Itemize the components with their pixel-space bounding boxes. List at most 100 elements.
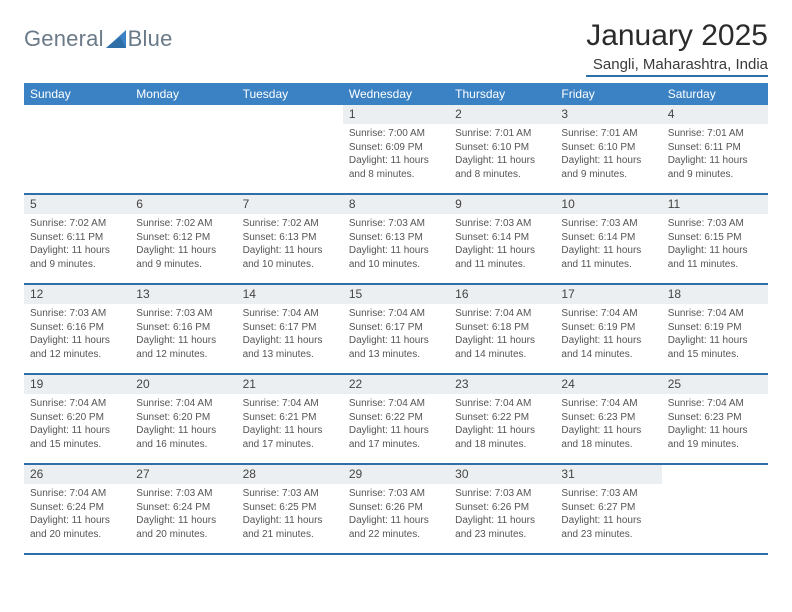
day-body: Sunrise: 7:04 AMSunset: 6:20 PMDaylight:… bbox=[130, 394, 236, 455]
day-number: 28 bbox=[237, 465, 343, 485]
sunset-line: Sunset: 6:24 PM bbox=[136, 501, 230, 515]
day-body bbox=[662, 484, 768, 491]
sunset-line: Sunset: 6:23 PM bbox=[561, 411, 655, 425]
sunset-line: Sunset: 6:24 PM bbox=[30, 501, 124, 515]
sunset-line: Sunset: 6:10 PM bbox=[561, 141, 655, 155]
week-row: ...1Sunrise: 7:00 AMSunset: 6:09 PMDayli… bbox=[24, 105, 768, 195]
week-row: 19Sunrise: 7:04 AMSunset: 6:20 PMDayligh… bbox=[24, 375, 768, 465]
day-number: 20 bbox=[130, 375, 236, 395]
day-cell: . bbox=[24, 105, 130, 193]
day-body: Sunrise: 7:04 AMSunset: 6:22 PMDaylight:… bbox=[449, 394, 555, 455]
day-cell: 24Sunrise: 7:04 AMSunset: 6:23 PMDayligh… bbox=[555, 375, 661, 463]
day-cell: 15Sunrise: 7:04 AMSunset: 6:17 PMDayligh… bbox=[343, 285, 449, 373]
sunset-line: Sunset: 6:20 PM bbox=[136, 411, 230, 425]
sunset-line: Sunset: 6:18 PM bbox=[455, 321, 549, 335]
day-cell: 8Sunrise: 7:03 AMSunset: 6:13 PMDaylight… bbox=[343, 195, 449, 283]
sunset-line: Sunset: 6:17 PM bbox=[243, 321, 337, 335]
day-cell: 17Sunrise: 7:04 AMSunset: 6:19 PMDayligh… bbox=[555, 285, 661, 373]
brand-name: General bbox=[24, 26, 104, 52]
day-cell: 7Sunrise: 7:02 AMSunset: 6:13 PMDaylight… bbox=[237, 195, 343, 283]
sunrise-line: Sunrise: 7:04 AM bbox=[561, 397, 655, 411]
day-body: Sunrise: 7:04 AMSunset: 6:21 PMDaylight:… bbox=[237, 394, 343, 455]
day-cell: 10Sunrise: 7:03 AMSunset: 6:14 PMDayligh… bbox=[555, 195, 661, 283]
sunrise-line: Sunrise: 7:04 AM bbox=[349, 307, 443, 321]
daylight-line: Daylight: 11 hours and 19 minutes. bbox=[668, 424, 762, 451]
sunset-line: Sunset: 6:14 PM bbox=[455, 231, 549, 245]
day-cell: 11Sunrise: 7:03 AMSunset: 6:15 PMDayligh… bbox=[662, 195, 768, 283]
day-body: Sunrise: 7:03 AMSunset: 6:13 PMDaylight:… bbox=[343, 214, 449, 275]
day-number: 30 bbox=[449, 465, 555, 485]
sail-icon bbox=[106, 30, 126, 48]
day-cell: 9Sunrise: 7:03 AMSunset: 6:14 PMDaylight… bbox=[449, 195, 555, 283]
sunrise-line: Sunrise: 7:03 AM bbox=[243, 487, 337, 501]
sunrise-line: Sunrise: 7:03 AM bbox=[455, 217, 549, 231]
daylight-line: Daylight: 11 hours and 10 minutes. bbox=[349, 244, 443, 271]
sunset-line: Sunset: 6:13 PM bbox=[243, 231, 337, 245]
dow-cell: Friday bbox=[555, 83, 661, 105]
sunset-line: Sunset: 6:26 PM bbox=[349, 501, 443, 515]
day-cell: 14Sunrise: 7:04 AMSunset: 6:17 PMDayligh… bbox=[237, 285, 343, 373]
day-body: Sunrise: 7:04 AMSunset: 6:24 PMDaylight:… bbox=[24, 484, 130, 545]
day-body: Sunrise: 7:04 AMSunset: 6:20 PMDaylight:… bbox=[24, 394, 130, 455]
day-number: 15 bbox=[343, 285, 449, 305]
day-cell: 4Sunrise: 7:01 AMSunset: 6:11 PMDaylight… bbox=[662, 105, 768, 193]
day-cell: 1Sunrise: 7:00 AMSunset: 6:09 PMDaylight… bbox=[343, 105, 449, 193]
day-cell: 2Sunrise: 7:01 AMSunset: 6:10 PMDaylight… bbox=[449, 105, 555, 193]
sunrise-line: Sunrise: 7:04 AM bbox=[455, 307, 549, 321]
sunrise-line: Sunrise: 7:04 AM bbox=[455, 397, 549, 411]
daylight-line: Daylight: 11 hours and 9 minutes. bbox=[668, 154, 762, 181]
day-cell: 19Sunrise: 7:04 AMSunset: 6:20 PMDayligh… bbox=[24, 375, 130, 463]
day-cell: 30Sunrise: 7:03 AMSunset: 6:26 PMDayligh… bbox=[449, 465, 555, 553]
day-number: 3 bbox=[555, 105, 661, 125]
daylight-line: Daylight: 11 hours and 20 minutes. bbox=[30, 514, 124, 541]
sunset-line: Sunset: 6:25 PM bbox=[243, 501, 337, 515]
daylight-line: Daylight: 11 hours and 11 minutes. bbox=[561, 244, 655, 271]
daylight-line: Daylight: 11 hours and 20 minutes. bbox=[136, 514, 230, 541]
day-body: Sunrise: 7:02 AMSunset: 6:12 PMDaylight:… bbox=[130, 214, 236, 275]
day-body: Sunrise: 7:04 AMSunset: 6:18 PMDaylight:… bbox=[449, 304, 555, 365]
daylight-line: Daylight: 11 hours and 23 minutes. bbox=[561, 514, 655, 541]
day-number: 1 bbox=[343, 105, 449, 125]
sunrise-line: Sunrise: 7:04 AM bbox=[349, 397, 443, 411]
location-line: Sangli, Maharashtra, India bbox=[586, 56, 768, 77]
sunset-line: Sunset: 6:15 PM bbox=[668, 231, 762, 245]
dow-header-row: SundayMondayTuesdayWednesdayThursdayFrid… bbox=[24, 83, 768, 105]
day-number: 19 bbox=[24, 375, 130, 395]
dow-cell: Wednesday bbox=[343, 83, 449, 105]
daylight-line: Daylight: 11 hours and 12 minutes. bbox=[30, 334, 124, 361]
day-number: 11 bbox=[662, 195, 768, 215]
day-cell: 27Sunrise: 7:03 AMSunset: 6:24 PMDayligh… bbox=[130, 465, 236, 553]
calendar-page: General Blue January 2025 Sangli, Mahara… bbox=[0, 0, 792, 612]
day-number: 22 bbox=[343, 375, 449, 395]
day-number: 31 bbox=[555, 465, 661, 485]
day-cell: 12Sunrise: 7:03 AMSunset: 6:16 PMDayligh… bbox=[24, 285, 130, 373]
day-body: Sunrise: 7:03 AMSunset: 6:26 PMDaylight:… bbox=[343, 484, 449, 545]
sunset-line: Sunset: 6:19 PM bbox=[561, 321, 655, 335]
daylight-line: Daylight: 11 hours and 13 minutes. bbox=[243, 334, 337, 361]
sunset-line: Sunset: 6:11 PM bbox=[30, 231, 124, 245]
sunset-line: Sunset: 6:09 PM bbox=[349, 141, 443, 155]
sunrise-line: Sunrise: 7:02 AM bbox=[136, 217, 230, 231]
sunrise-line: Sunrise: 7:04 AM bbox=[30, 397, 124, 411]
sunrise-line: Sunrise: 7:01 AM bbox=[455, 127, 549, 141]
daylight-line: Daylight: 11 hours and 12 minutes. bbox=[136, 334, 230, 361]
sunset-line: Sunset: 6:27 PM bbox=[561, 501, 655, 515]
sunrise-line: Sunrise: 7:04 AM bbox=[243, 307, 337, 321]
sunrise-line: Sunrise: 7:02 AM bbox=[243, 217, 337, 231]
daylight-line: Daylight: 11 hours and 11 minutes. bbox=[455, 244, 549, 271]
sunrise-line: Sunrise: 7:03 AM bbox=[561, 487, 655, 501]
sunset-line: Sunset: 6:11 PM bbox=[668, 141, 762, 155]
daylight-line: Daylight: 11 hours and 8 minutes. bbox=[349, 154, 443, 181]
day-body: Sunrise: 7:04 AMSunset: 6:23 PMDaylight:… bbox=[662, 394, 768, 455]
daylight-line: Daylight: 11 hours and 15 minutes. bbox=[668, 334, 762, 361]
sunrise-line: Sunrise: 7:02 AM bbox=[30, 217, 124, 231]
daylight-line: Daylight: 11 hours and 15 minutes. bbox=[30, 424, 124, 451]
sunset-line: Sunset: 6:22 PM bbox=[349, 411, 443, 425]
sunrise-line: Sunrise: 7:03 AM bbox=[455, 487, 549, 501]
daylight-line: Daylight: 11 hours and 17 minutes. bbox=[349, 424, 443, 451]
sunset-line: Sunset: 6:21 PM bbox=[243, 411, 337, 425]
day-cell: . bbox=[237, 105, 343, 193]
day-cell: 18Sunrise: 7:04 AMSunset: 6:19 PMDayligh… bbox=[662, 285, 768, 373]
day-number: 13 bbox=[130, 285, 236, 305]
sunset-line: Sunset: 6:12 PM bbox=[136, 231, 230, 245]
